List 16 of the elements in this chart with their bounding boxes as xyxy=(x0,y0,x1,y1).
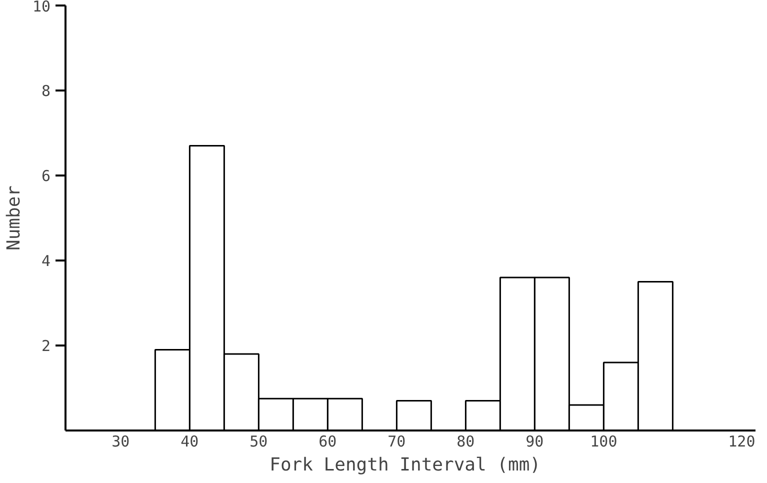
x-tick-label: 70 xyxy=(388,432,406,450)
x-tick-label: 60 xyxy=(318,432,337,450)
x-tick-label: 80 xyxy=(456,432,475,450)
x-tick-label: 50 xyxy=(250,432,268,450)
y-tick-label: 4 xyxy=(41,252,50,270)
y-tick-label: 2 xyxy=(41,337,50,355)
y-tick-label: 6 xyxy=(41,167,50,185)
y-tick-label: 10 xyxy=(32,0,50,16)
x-tick-label: 90 xyxy=(526,432,544,450)
y-tick-label: 8 xyxy=(41,82,50,100)
x-tick-label: 30 xyxy=(112,432,130,450)
x-tick-label: 40 xyxy=(180,432,199,450)
x-axis-title: Fork Length Interval (mm) xyxy=(270,454,541,476)
y-axis-title: Number xyxy=(3,185,24,251)
x-tick-label: 100 xyxy=(590,432,618,450)
x-tick-label: 120 xyxy=(728,432,756,450)
